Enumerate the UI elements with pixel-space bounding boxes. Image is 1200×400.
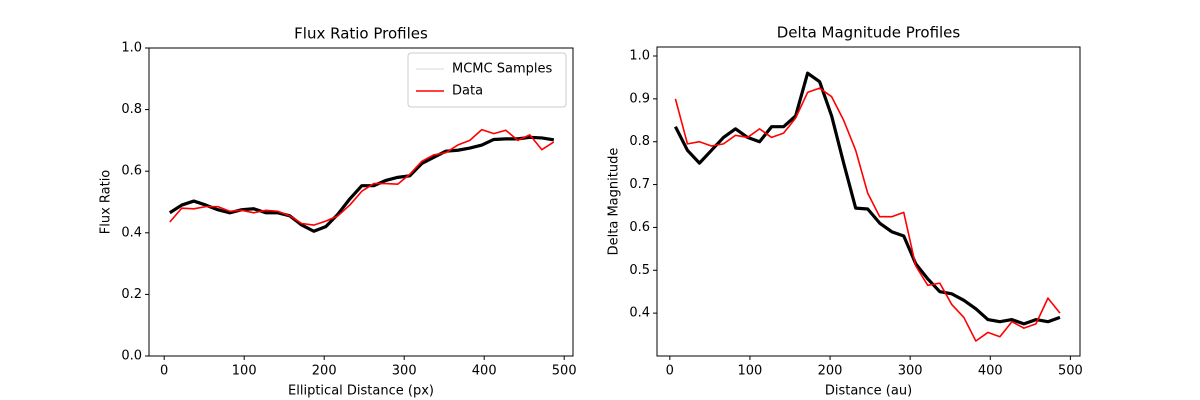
y-tick-label: 0.7 xyxy=(629,177,650,192)
chart-title: Delta Magnitude Profiles xyxy=(777,24,961,42)
y-tick-label: 0.6 xyxy=(629,220,650,235)
plot-frame xyxy=(656,46,1081,357)
y-tick-label: 1.0 xyxy=(121,41,142,56)
y-tick-label: 0.4 xyxy=(121,225,142,240)
legend-box xyxy=(407,52,567,108)
x-tick-label: 100 xyxy=(232,364,257,379)
x-tick-label: 300 xyxy=(898,364,923,379)
x-tick-label: 400 xyxy=(978,364,1003,379)
y-tick-label: 1.0 xyxy=(629,49,650,64)
y-tick-label: 0.4 xyxy=(629,306,650,321)
y-tick-label: 0.8 xyxy=(121,102,142,117)
x-tick-label: 200 xyxy=(312,364,337,379)
legend-label: MCMC Samples xyxy=(452,62,552,77)
x-tick-label: 0 xyxy=(666,364,674,379)
y-tick-label: 0.0 xyxy=(121,349,142,364)
x-tick-label: 300 xyxy=(392,364,417,379)
plot-frame xyxy=(148,47,574,357)
legend-label: Data xyxy=(452,84,483,99)
x-tick-label: 500 xyxy=(552,364,577,379)
x-tick-label: 200 xyxy=(818,364,843,379)
x-tick-label: 500 xyxy=(1058,364,1083,379)
y-tick-label: 0.6 xyxy=(121,164,142,179)
series-line xyxy=(674,71,1061,326)
y-tick-label: 0.9 xyxy=(629,91,650,106)
series-line xyxy=(674,87,1061,342)
x-axis-label: Elliptical Distance (px) xyxy=(288,384,434,399)
chart-title: Flux Ratio Profiles xyxy=(294,25,428,43)
y-axis-label: Delta Magnitude xyxy=(607,148,622,256)
x-tick-label: 400 xyxy=(472,364,497,379)
y-tick-label: 0.5 xyxy=(629,263,650,278)
x-tick-label: 100 xyxy=(738,364,763,379)
y-tick-label: 0.2 xyxy=(121,287,142,302)
y-axis-label: Flux Ratio xyxy=(99,170,114,235)
x-axis-label: Distance (au) xyxy=(825,384,912,399)
series-line xyxy=(169,128,555,226)
x-tick-label: 0 xyxy=(160,364,168,379)
series-line xyxy=(168,135,555,233)
y-tick-label: 0.8 xyxy=(629,134,650,149)
